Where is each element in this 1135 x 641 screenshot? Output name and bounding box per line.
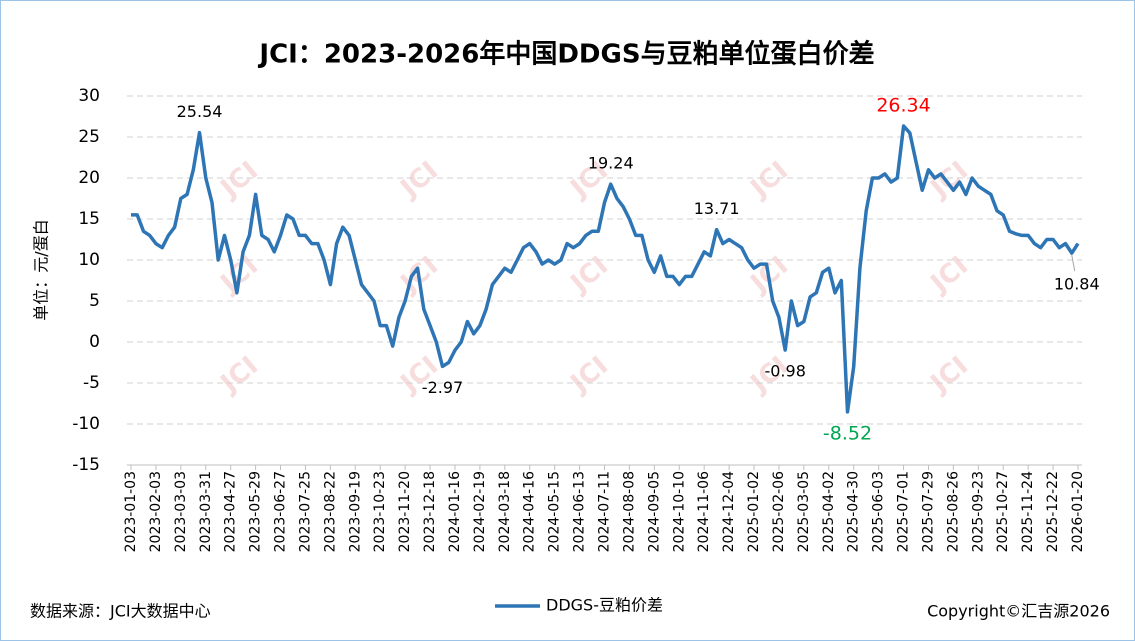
y-tick-label: -10 <box>72 414 100 434</box>
x-tick-label: 2024-01-16 <box>447 471 463 552</box>
x-tick-label: 2024-02-19 <box>472 471 488 552</box>
data-label: -2.97 <box>422 378 463 397</box>
x-tick-label: 2024-10-10 <box>671 471 687 552</box>
chart-title: JCI：2023-2026年中国DDGS与豆粕单位蛋白价差 <box>257 39 874 70</box>
y-tick-label: -15 <box>72 455 100 475</box>
x-tick-label: 2025-04-02 <box>821 471 837 552</box>
x-tick-label: 2024-03-18 <box>497 471 513 552</box>
line-series <box>131 124 1080 414</box>
x-tick-label: 2025-08-26 <box>945 471 961 552</box>
x-tick-label: 2025-07-29 <box>920 471 936 552</box>
data-label: 25.54 <box>177 102 223 121</box>
y-tick-label: 30 <box>78 86 100 106</box>
y-tick-label: 25 <box>78 127 100 147</box>
x-tick-label: 2025-10-27 <box>995 471 1011 552</box>
x-tick-label: 2023-02-03 <box>148 471 164 552</box>
x-tick-label: 2025-01-02 <box>746 471 762 552</box>
x-tick-label: 2024-09-05 <box>646 471 662 552</box>
y-axis-label: 单位：元/蛋白 <box>32 219 51 320</box>
legend-label: DDGS-豆粕价差 <box>546 596 663 615</box>
x-tick-label: 2023-01-03 <box>123 471 139 552</box>
x-tick-label: 2025-02-06 <box>771 471 787 552</box>
x-tick-label: 2024-11-06 <box>696 471 712 552</box>
leader-line <box>1071 255 1076 272</box>
x-tick-label: 2025-11-24 <box>1020 471 1036 552</box>
x-tick-label: 2024-05-15 <box>547 471 563 552</box>
x-tick-label: 2024-07-11 <box>597 471 613 552</box>
x-tick-label: 2023-12-18 <box>422 471 438 552</box>
x-tick-label: 2025-09-23 <box>970 471 986 552</box>
data-label: -8.52 <box>823 422 872 444</box>
source: 数据来源：JCI大数据中心 <box>30 602 211 621</box>
x-tick-label: 2025-12-22 <box>1045 471 1061 552</box>
x-tick-label: 2024-04-16 <box>522 471 538 552</box>
x-tick-label: 2023-10-23 <box>372 471 388 552</box>
data-label: 26.34 <box>876 95 930 117</box>
x-tick-label: 2025-04-30 <box>846 471 862 552</box>
y-tick-label: 0 <box>89 332 100 352</box>
x-tick-label: 2026-01-20 <box>1070 471 1086 552</box>
data-label: -0.98 <box>764 362 805 381</box>
y-tick-label: 10 <box>78 250 100 270</box>
x-tick-label: 2023-11-20 <box>397 471 413 552</box>
x-tick-label: 2023-09-19 <box>347 471 363 552</box>
x-tick-label: 2023-04-27 <box>223 471 239 552</box>
x-tick-label: 2023-05-29 <box>248 471 264 552</box>
data-label: 10.84 <box>1054 275 1100 294</box>
x-tick-label: 2023-03-31 <box>198 471 214 552</box>
x-tick-label: 2024-12-04 <box>721 471 737 552</box>
data-label: 19.24 <box>588 154 634 173</box>
x-tick-label: 2024-08-08 <box>621 471 637 552</box>
x-tick-label: 2023-03-03 <box>173 471 189 552</box>
y-tick-label: 15 <box>78 209 100 229</box>
x-tick-label: 2024-06-13 <box>572 471 588 552</box>
data-label: 13.71 <box>694 199 740 218</box>
x-tick-label: 2025-03-05 <box>796 471 812 552</box>
x-tick-label: 2025-07-01 <box>896 471 912 552</box>
x-tick-label: 2023-08-22 <box>322 471 338 552</box>
x-tick-label: 2023-06-27 <box>273 471 289 552</box>
x-tick-label: 2025-06-03 <box>871 471 887 552</box>
y-tick-label: -5 <box>83 373 100 393</box>
x-tick-label: 2023-07-25 <box>297 471 313 552</box>
y-tick-label: 5 <box>89 291 100 311</box>
y-tick-label: 20 <box>78 168 100 188</box>
copyright: Copyright©汇吉源2026 <box>927 602 1110 621</box>
